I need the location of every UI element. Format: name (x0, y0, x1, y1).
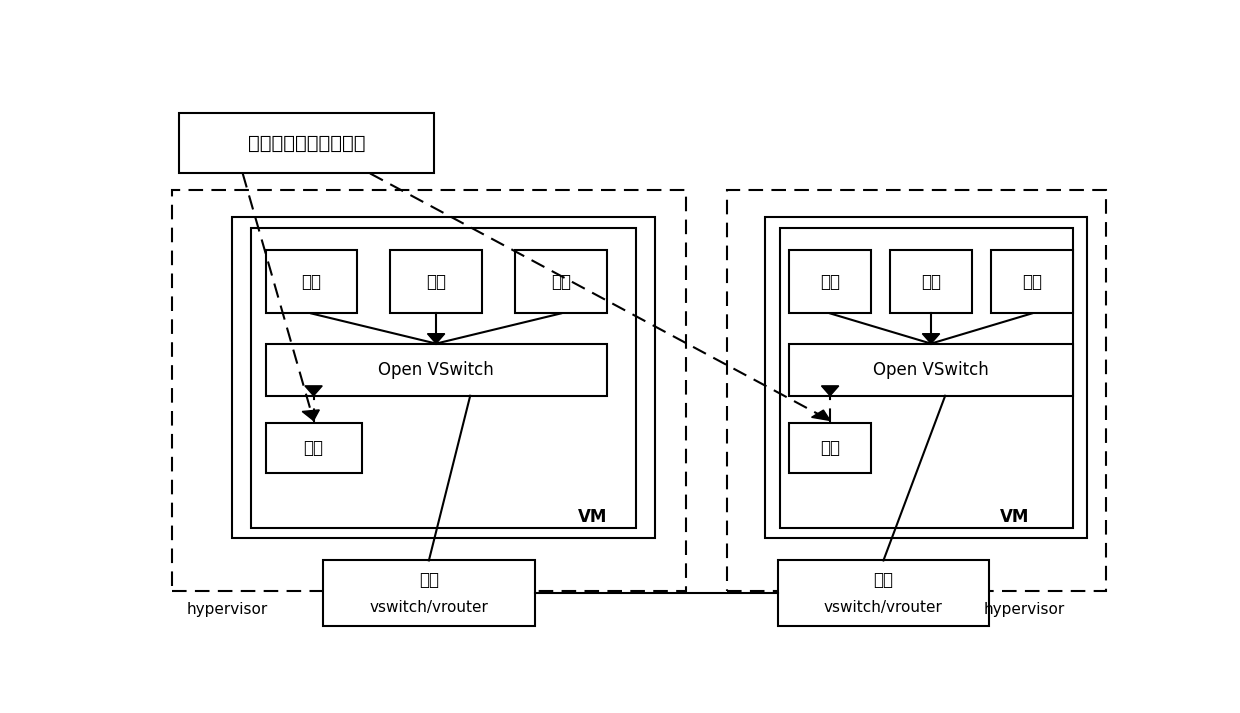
Bar (777, 560, 990, 626)
Text: 代理: 代理 (304, 439, 324, 457)
Text: vswitch/vrouter: vswitch/vrouter (825, 600, 942, 615)
Polygon shape (428, 334, 445, 344)
Bar (250, 228, 635, 528)
Bar (179, 113, 434, 173)
Bar (890, 250, 972, 314)
Bar (516, 250, 606, 314)
Text: VM: VM (1001, 508, 1029, 525)
Text: 远端: 远端 (873, 570, 894, 589)
Text: 容器: 容器 (551, 273, 572, 291)
Bar (780, 228, 1073, 528)
Bar (391, 250, 481, 314)
Text: Open VSwitch: Open VSwitch (873, 361, 988, 379)
Bar (265, 250, 357, 314)
Text: 容器: 容器 (921, 273, 941, 291)
Text: Open VSwitch: Open VSwitch (378, 361, 494, 379)
Text: 本地管理中心（集群）: 本地管理中心（集群） (248, 134, 365, 153)
Text: hypervisor: hypervisor (187, 602, 268, 617)
Bar (324, 560, 534, 626)
Polygon shape (811, 410, 830, 421)
Bar (232, 217, 655, 538)
Polygon shape (923, 334, 940, 344)
Text: VM: VM (578, 508, 606, 525)
Text: vswitch/vrouter: vswitch/vrouter (370, 600, 489, 615)
Bar (265, 424, 362, 473)
Text: 容器: 容器 (301, 273, 321, 291)
Polygon shape (303, 410, 320, 421)
Bar (789, 250, 870, 314)
Polygon shape (821, 386, 838, 396)
Bar (789, 424, 870, 473)
Polygon shape (305, 386, 322, 396)
Text: 容器: 容器 (1022, 273, 1042, 291)
Text: 本地: 本地 (419, 570, 439, 589)
Text: hypervisor: hypervisor (983, 602, 1065, 617)
Bar (172, 190, 687, 590)
Bar (265, 344, 606, 396)
Text: 容器: 容器 (427, 273, 446, 291)
Text: 容器: 容器 (820, 273, 841, 291)
Text: 代理: 代理 (820, 439, 841, 457)
Bar (789, 344, 1073, 396)
Bar (765, 217, 1087, 538)
Bar (991, 250, 1073, 314)
Bar (727, 190, 1106, 590)
